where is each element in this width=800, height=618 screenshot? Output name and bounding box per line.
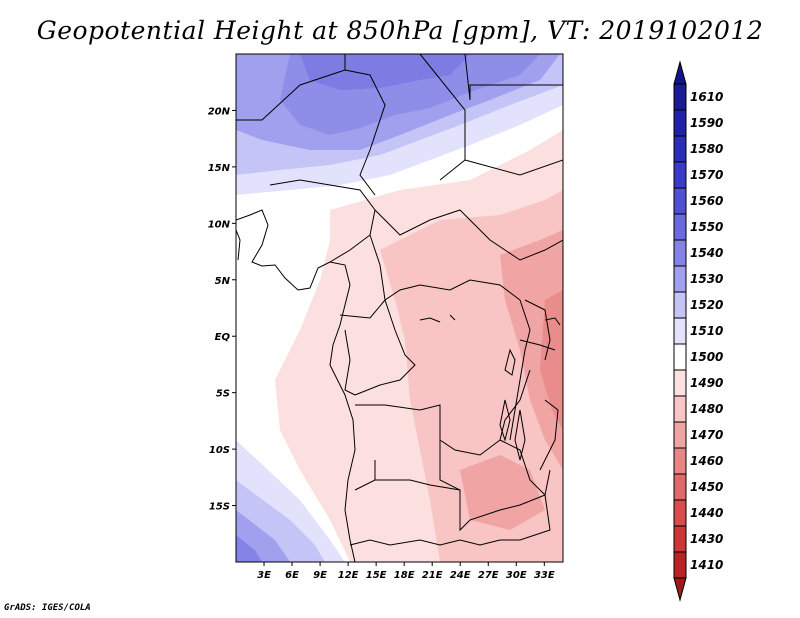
x-tick-label: 3E — [257, 570, 271, 581]
colorbar-label: 1580 — [690, 142, 723, 156]
colorbar-label: 1470 — [690, 428, 723, 442]
coastline — [236, 209, 356, 562]
colorbar-swatch — [673, 525, 687, 553]
y-tick-label: 5S — [216, 389, 230, 400]
y-tick-label: 15S — [209, 502, 230, 513]
colorbar-swatch — [673, 499, 687, 527]
colorbar-swatch — [673, 421, 687, 449]
colorbar-label: 1590 — [690, 116, 723, 130]
colorbar-label: 1430 — [690, 532, 723, 546]
colorbar-label: 1560 — [690, 194, 723, 208]
colorbar: 1610 1590 1580 1570 1560 1550 1540 1530 1520 1510… — [673, 60, 723, 602]
colorbar-bottom-arrow — [673, 577, 687, 602]
colorbar-swatch — [673, 473, 687, 501]
map-frame — [235, 53, 564, 563]
y-tick-label: EQ — [215, 332, 231, 343]
coast-north — [236, 229, 241, 261]
colorbar-label: 1530 — [690, 272, 723, 286]
colorbar-label: 1510 — [690, 324, 723, 338]
y-tick-label: 20N — [208, 106, 231, 117]
colorbar-swatch — [673, 83, 687, 111]
x-tick-label: 30E — [506, 570, 527, 581]
colorbar-swatch — [673, 161, 687, 189]
x-tick-label: 24E — [450, 570, 471, 581]
colorbar-label: 1550 — [690, 220, 723, 234]
field-1470-south — [460, 455, 545, 530]
y-tick-label: 10N — [208, 219, 231, 230]
colorbar-swatch — [673, 265, 687, 293]
colorbar-label: 1540 — [690, 246, 723, 260]
plot-title: Geopotential Height at 850hPa [gpm], VT:… — [36, 16, 764, 45]
x-tick-label: 27E — [478, 570, 499, 581]
x-tick-label: 21E — [422, 570, 443, 581]
height-field — [236, 54, 563, 562]
x-tick-label: 15E — [366, 570, 387, 581]
y-axis: 20N 15N 10N 5N EQ 5S 10S 15S — [208, 106, 236, 513]
colorbar-swatch — [673, 551, 687, 579]
y-tick-label: 5N — [215, 276, 231, 287]
x-tick-label: 33E — [534, 570, 555, 581]
colorbar-swatch — [673, 187, 687, 215]
colorbar-swatch — [673, 317, 687, 345]
colorbar-swatch — [673, 291, 687, 319]
colorbar-swatch — [673, 395, 687, 423]
colorbar-swatch — [673, 447, 687, 475]
x-tick-label: 9E — [313, 570, 327, 581]
colorbar-swatch — [673, 109, 687, 137]
colorbar-label: 1570 — [690, 168, 723, 182]
colorbar-label: 1480 — [690, 402, 723, 416]
field-1470 — [500, 230, 563, 470]
colorbar-label: 1610 — [690, 90, 723, 104]
footer-credit: GrADS: IGES/COLA — [4, 603, 91, 613]
colorbar-label: 1460 — [690, 454, 723, 468]
field-1460 — [540, 290, 563, 430]
colorbar-swatch — [673, 369, 687, 397]
x-tick-label: 6E — [285, 570, 299, 581]
colorbar-swatch — [673, 239, 687, 267]
colorbar-label: 1440 — [690, 506, 723, 520]
colorbar-swatch — [673, 135, 687, 163]
y-tick-label: 10S — [209, 445, 230, 456]
x-tick-label: 18E — [394, 570, 415, 581]
y-tick-label: 15N — [208, 163, 231, 174]
colorbar-swatch — [673, 343, 687, 371]
colorbar-label: 1520 — [690, 298, 723, 312]
colorbar-top-arrow — [673, 60, 687, 85]
x-axis: 3E 6E 9E 12E 15E 18E 21E 24E 27E 30E 33E — [257, 562, 555, 581]
colorbar-label: 1450 — [690, 480, 723, 494]
field-sw-1550 — [236, 535, 262, 562]
x-tick-label: 12E — [338, 570, 359, 581]
colorbar-label: 1490 — [690, 376, 723, 390]
colorbar-label: 1410 — [690, 558, 723, 572]
colorbar-swatch — [673, 213, 687, 241]
colorbar-label: 1500 — [690, 350, 723, 364]
country-borders — [236, 54, 563, 562]
